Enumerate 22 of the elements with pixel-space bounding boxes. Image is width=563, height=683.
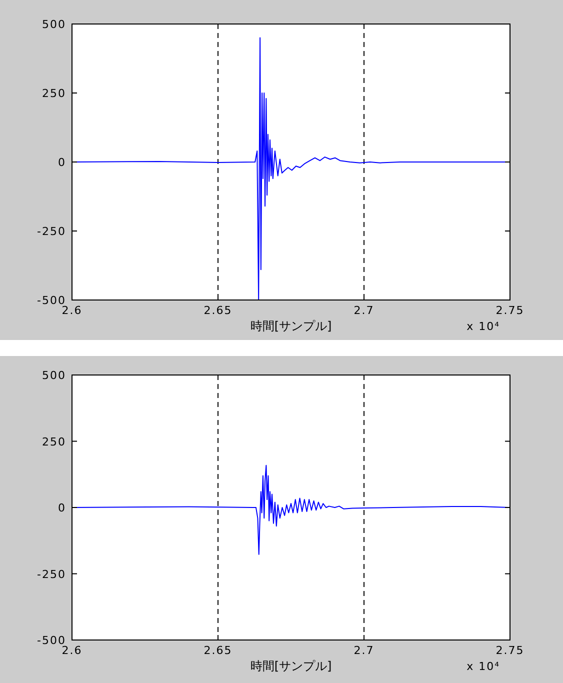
y-tick-label: 250 <box>42 87 66 100</box>
x-tick-label: 2.6 <box>62 644 82 657</box>
x-tick-label: 2.75 <box>496 304 524 317</box>
x-tick-label: 2.75 <box>496 644 524 657</box>
x-tick-label: 2.7 <box>354 644 374 657</box>
x-axis-title: 時間[サンプル] <box>250 659 332 673</box>
text: x 10⁴ <box>466 320 500 333</box>
y-tick-label: 250 <box>42 435 66 448</box>
x-axis-title: 時間[サンプル] <box>250 319 332 333</box>
y-tick-label: -500 <box>37 634 66 647</box>
x-tick-label: 2.65 <box>204 304 232 317</box>
x-tick-label: 2.6 <box>62 304 82 317</box>
y-tick-label: -250 <box>37 225 66 238</box>
y-tick-label: -250 <box>37 568 66 581</box>
y-tick-label: 500 <box>42 18 66 31</box>
y-tick-label: -500 <box>37 294 66 307</box>
y-tick-label: 0 <box>58 502 66 514</box>
x-tick-label: 2.65 <box>204 644 232 657</box>
y-tick-label: 500 <box>42 369 66 382</box>
y-tick-label: 0 <box>58 156 66 169</box>
text: x 10⁴ <box>466 660 500 673</box>
x-tick-label: 2.7 <box>354 304 374 317</box>
